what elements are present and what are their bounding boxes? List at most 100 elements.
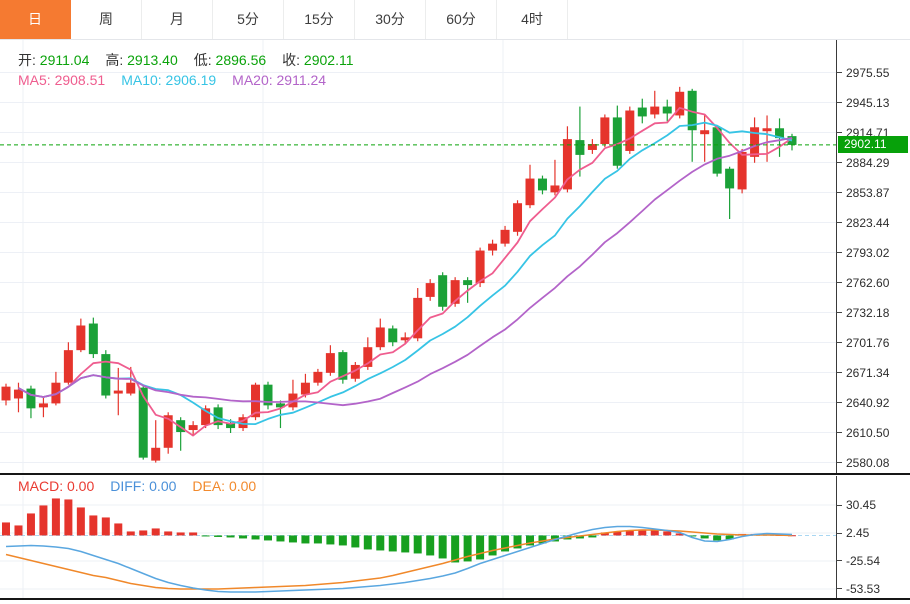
candle-body [151,447,161,461]
price-axis-label: 2853.87 [846,185,890,200]
candle-body [637,107,647,117]
macd-bar [114,523,123,536]
tab-4hour[interactable]: 4时 [497,0,568,39]
candle-body [238,417,248,429]
macd-bar [201,535,210,537]
macd-bar [625,530,634,536]
candle-body [76,325,86,351]
axis-tick [836,282,842,283]
dea-line [5,529,793,590]
macd-bar [151,528,160,536]
macd-bar [613,531,622,536]
price-axis-label: 2732.18 [846,305,890,320]
tab-day[interactable]: 日 [0,0,71,39]
legend-item: 收: 2902.11 [282,52,354,68]
macd-bar [214,535,223,537]
candle-body [537,178,547,191]
candle-body [313,371,323,383]
candle-body [263,384,273,406]
macd-bar [51,498,60,536]
toolbar: 日周月 5分 15分 30分 60分 4时 [0,0,910,40]
macd-bar [14,525,23,536]
main-chart-canvas[interactable] [0,40,836,474]
macd-bar [288,535,297,543]
candle-body [725,168,735,189]
candle-body [275,403,285,408]
candle-body [587,144,597,150]
legend-item: 开: 2911.04 [18,52,90,68]
candle-body [51,382,61,404]
candle-body [662,106,672,114]
candle-body [63,350,73,383]
axis-tick [836,312,842,313]
macd-bar [126,531,135,536]
price-axis-label: 2945.13 [846,95,890,110]
candle-body [113,390,123,394]
candle-body [737,151,747,190]
macd-canvas[interactable] [0,476,836,599]
macd-bar [89,515,98,536]
macd-bar [638,529,647,536]
candle-body [525,178,535,206]
macd-bar [189,532,198,536]
ma5-line [18,106,793,437]
tab-60min[interactable]: 60分 [426,0,497,39]
candle-body [612,117,622,166]
candle-body [712,127,722,174]
macd-bar [251,535,260,540]
axis-tick [836,432,842,433]
macd-bar [363,535,372,550]
legend-item: DEA: 0.00 [192,478,257,494]
macd-bar [538,535,547,544]
macd-bar [326,535,335,545]
macd-bar [688,535,697,537]
ma-legend: MA5: 2908.51 MA10: 2906.19 MA20: 2911.24 [18,72,342,88]
candle-body [500,229,510,244]
candle-body [600,117,610,145]
candle-body [625,110,635,151]
axis-tick [836,402,842,403]
candle-body [687,90,697,131]
macd-bar [438,535,447,559]
macd-bar [575,535,584,539]
candle-body [650,106,660,115]
candle-body [38,403,48,408]
macd-legend: MACD: 0.00 DIFF: 0.00 DEA: 0.00 [18,478,272,494]
macd-bar [39,505,48,536]
current-price-tag: 2902.11 [838,136,908,154]
candle-body [188,425,198,431]
candle-body [375,327,385,348]
tab-week[interactable]: 周 [71,0,142,39]
price-axis-label: 2914.71 [846,125,890,140]
macd-bar [513,535,522,549]
macd-bar [501,535,510,552]
price-axis-label: 2671.34 [846,365,890,380]
macd-bar [413,535,422,554]
candle-body [13,389,23,399]
macd-bar [139,530,148,536]
macd-bar [600,532,609,536]
macd-bar [700,535,709,539]
candle-body [363,347,373,367]
legend-item: MA20: 2911.24 [232,72,327,88]
candle-body [675,91,685,116]
axis-tick [836,162,842,163]
candle-body [26,388,36,409]
candle-body [413,297,423,339]
candle-body [475,250,485,284]
macd-bar [675,533,684,536]
tab-month[interactable]: 月 [142,0,213,39]
axis-tick [836,462,842,463]
candle-body [88,323,98,355]
axis-tick [836,192,842,193]
candle-body [438,275,448,307]
macd-bar [388,535,397,552]
tab-5min[interactable]: 5分 [213,0,284,39]
tab-15min[interactable]: 15分 [284,0,355,39]
candle-body [350,364,360,379]
tab-30min[interactable]: 30分 [355,0,426,39]
axis-tick [836,252,842,253]
candle-body [787,136,797,145]
candle-body [463,280,473,286]
macd-axis-label: 2.45 [846,526,870,540]
